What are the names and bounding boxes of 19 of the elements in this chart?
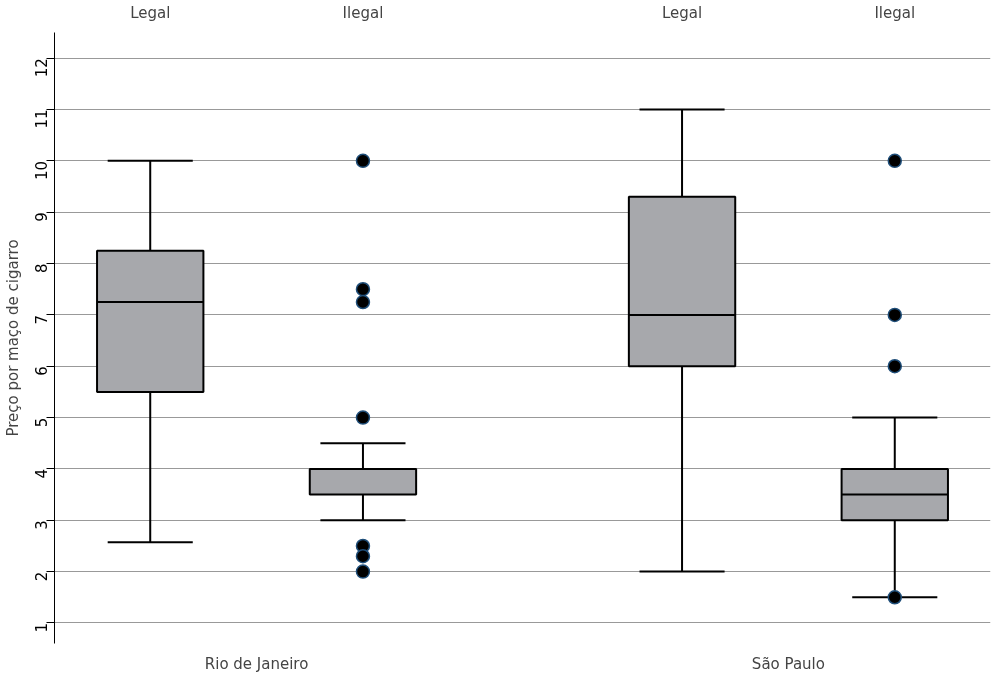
- x-tick-label: Ilegal: [874, 3, 916, 22]
- y-tick-label: 11: [33, 109, 52, 129]
- y-tick-label: 10: [33, 160, 52, 180]
- y-tick-label: 6: [33, 366, 52, 376]
- y-tick-label: 5: [33, 417, 52, 428]
- y-tick-label: 4: [33, 468, 52, 479]
- y-tick-label: 7: [33, 314, 52, 325]
- text: Rio de Janeiro: [204, 654, 309, 673]
- y-tick-label: 3: [33, 520, 52, 530]
- x-tick-label: Ilegal: [342, 3, 384, 22]
- x-tick-label: Legal: [661, 3, 703, 22]
- x-tick-label: Legal: [130, 3, 171, 22]
- y-tick-label: 8: [33, 263, 52, 274]
- y-axis-title: Preço por maço de cigarro: [3, 239, 22, 437]
- text: São Paulo: [751, 654, 825, 673]
- y-tick-label: 1: [33, 622, 52, 633]
- y-tick-label: 9: [33, 212, 52, 222]
- y-tick-label: 12: [33, 58, 52, 78]
- y-tick-label: 2: [33, 571, 52, 582]
